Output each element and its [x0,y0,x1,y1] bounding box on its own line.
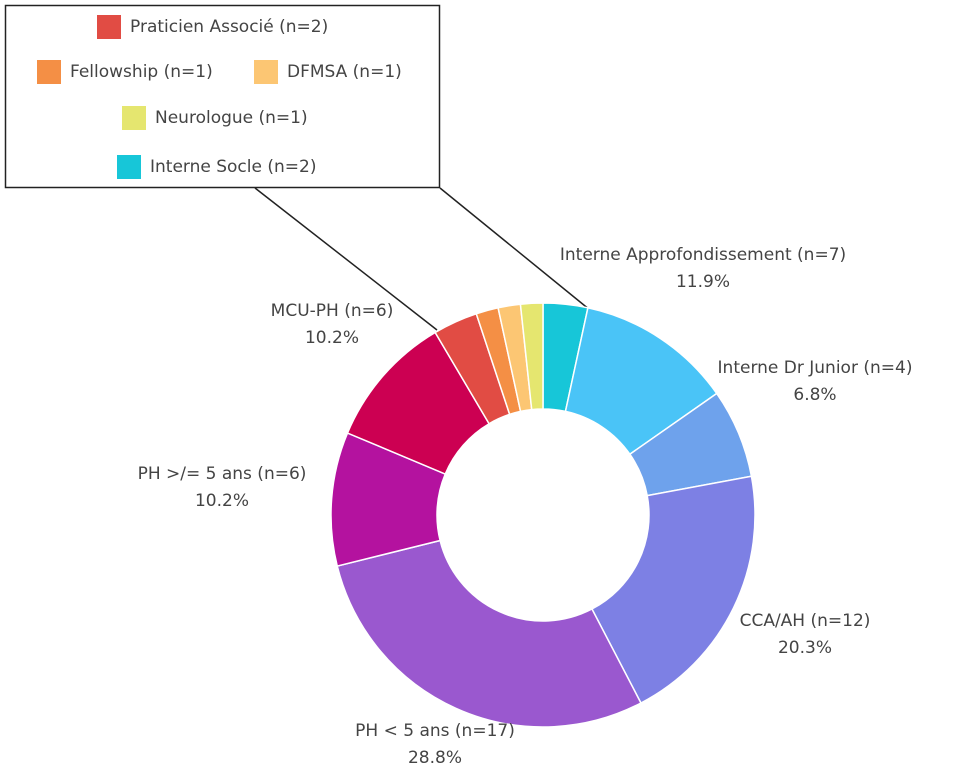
slice-label: Interne Approfondissement (n=7) [560,245,846,265]
legend-label: Fellowship (n=1) [70,62,213,82]
legend-swatch [37,60,61,84]
leader-line [254,187,438,331]
slice [590,475,756,705]
legend-label: Interne Socle (n=2) [150,157,316,177]
slice-label: PH < 5 ans (n=17) [355,721,515,741]
slice-label: PH >/= 5 ans (n=6) [138,464,307,484]
slice-label: Interne Dr Junior (n=4) [718,358,913,378]
legend-swatch [254,60,278,84]
legend-swatch [97,15,121,39]
slice-value-label: 28.8% [408,748,462,768]
slice-label: MCU-PH (n=6) [271,301,394,321]
leader-line [439,187,591,311]
slice-value-label: 6.8% [793,385,836,405]
legend-box [4,4,441,189]
slice-value-label: 10.2% [305,328,359,348]
slice-label: CCA/AH (n=12) [740,611,871,631]
legend-label: Neurologue (n=1) [155,108,308,128]
legend-label: DFMSA (n=1) [287,62,402,82]
slice [519,302,544,411]
slice-value-label: 20.3% [778,638,832,658]
legend-swatch [117,155,141,179]
legend-swatch [122,106,146,130]
slice-value-label: 11.9% [676,272,730,292]
slice-value-label: 10.2% [195,491,249,511]
legend-label: Praticien Associé (n=2) [130,17,328,37]
slice [336,539,642,728]
